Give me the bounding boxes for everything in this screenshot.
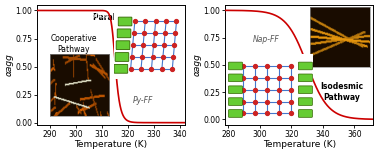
Y-axis label: αagg: αagg (193, 53, 202, 76)
Text: Nap-FF: Nap-FF (253, 35, 280, 44)
X-axis label: Temperature (K): Temperature (K) (74, 140, 147, 149)
Text: Isodesmic
Pathway: Isodesmic Pathway (320, 82, 363, 102)
Text: Nanofiber: Nanofiber (77, 13, 111, 19)
Y-axis label: αagg: αagg (5, 53, 14, 76)
Text: Parallel Packing: Parallel Packing (93, 13, 163, 22)
Text: Nanofiber: Nanofiber (327, 13, 361, 19)
Text: Antiparallel Packing: Antiparallel Packing (251, 112, 313, 117)
X-axis label: Temperature (K): Temperature (K) (263, 140, 336, 149)
Text: Py-FF: Py-FF (133, 96, 153, 105)
Text: Cooperative
Pathway: Cooperative Pathway (50, 34, 97, 54)
